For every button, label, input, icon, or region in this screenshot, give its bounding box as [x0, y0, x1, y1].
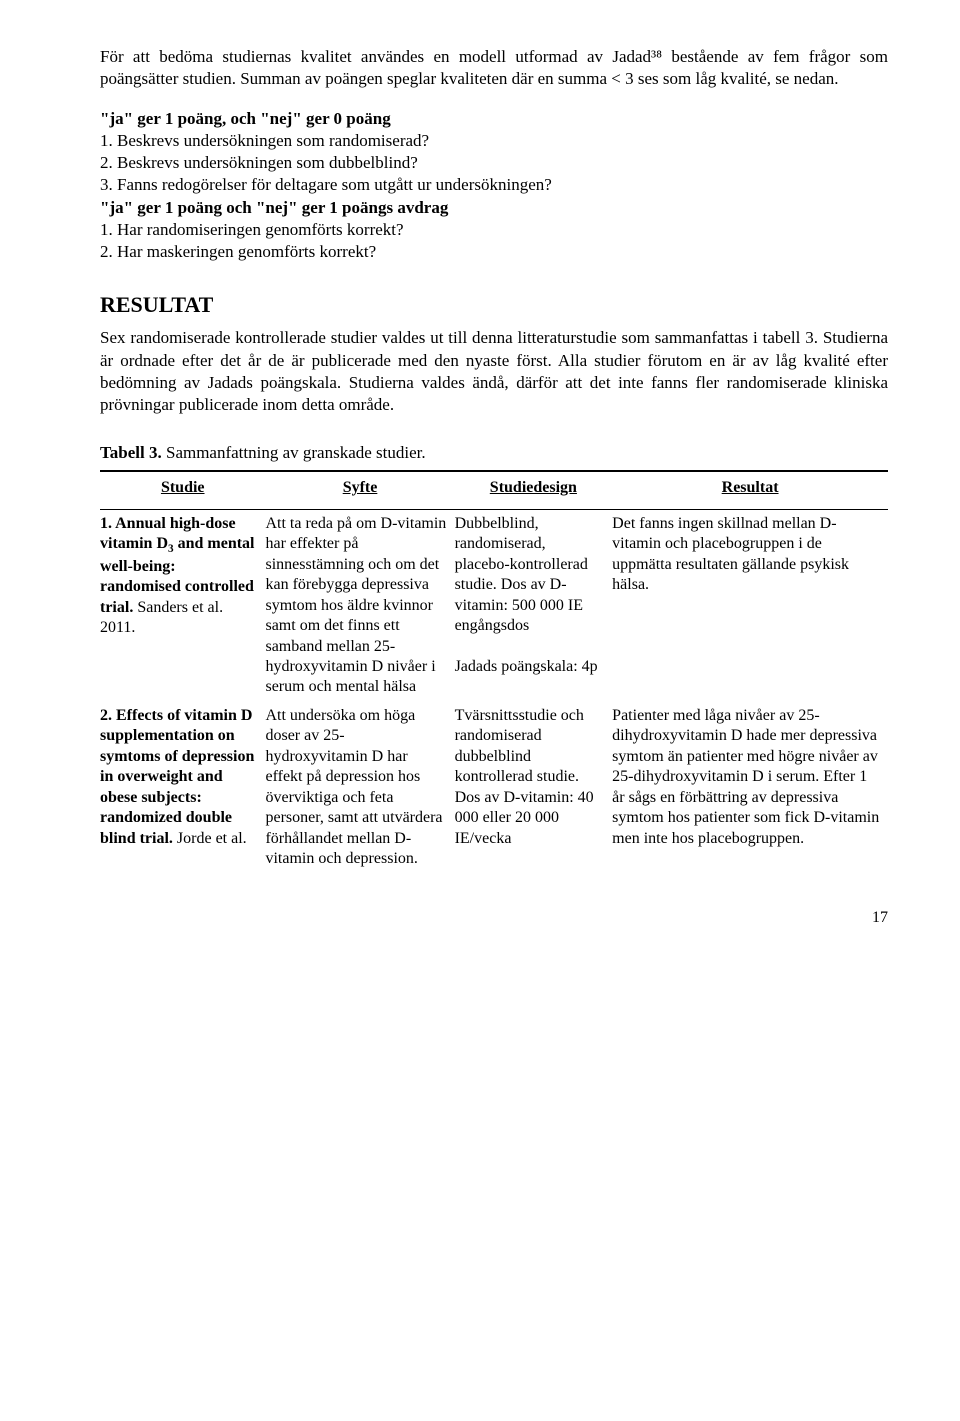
rule1-item-1: 1. Beskrevs undersökningen som randomise… — [100, 130, 888, 152]
table-header-row: Studie Syfte Studiedesign Resultat — [100, 471, 888, 509]
cell-design: Tvärsnittsstudie och randomiserad dubbel… — [455, 702, 613, 874]
cell-studie: 2. Effects of vitamin D supplementation … — [100, 702, 265, 874]
cell-result: Det fanns ingen skillnad mellan D-vitami… — [612, 509, 888, 702]
table-caption: Tabell 3. Sammanfattning av granskade st… — [100, 442, 888, 464]
cell-syfte: Att undersöka om höga doser av 25-hydrox… — [265, 702, 454, 874]
table-caption-rest: Sammanfattning av granskade studier. — [162, 443, 426, 462]
table-row: 2. Effects of vitamin D supplementation … — [100, 702, 888, 874]
cell-studie: 1. Annual high-dose vitamin D3 and menta… — [100, 509, 265, 702]
rule2-item-1: 1. Har randomiseringen genomförts korrek… — [100, 219, 888, 241]
cell-syfte: Att ta reda på om D-vitamin har effekter… — [265, 509, 454, 702]
th-design: Studiedesign — [455, 471, 613, 509]
rule2-item-2: 2. Har maskeringen genomförts korrekt? — [100, 241, 888, 263]
rule1-item-2: 2. Beskrevs undersökningen som dubbelbli… — [100, 152, 888, 174]
resultat-body: Sex randomiserade kontrollerade studier … — [100, 327, 888, 415]
cell-design: Dubbelblind, randomiserad, placebo-kontr… — [455, 509, 613, 702]
table-caption-label: Tabell 3. — [100, 443, 162, 462]
th-studie: Studie — [100, 471, 265, 509]
rule1-item-3: 3. Fanns redogörelser för deltagare som … — [100, 174, 888, 196]
summary-table: Studie Syfte Studiedesign Resultat 1. An… — [100, 470, 888, 874]
rule2-heading: "ja" ger 1 poäng och "nej" ger 1 poängs … — [100, 198, 448, 217]
rule1-heading: "ja" ger 1 poäng, och "nej" ger 0 poäng — [100, 109, 391, 128]
th-syfte: Syfte — [265, 471, 454, 509]
table-row: 1. Annual high-dose vitamin D3 and menta… — [100, 509, 888, 702]
jadad-rules: "ja" ger 1 poäng, och "nej" ger 0 poäng … — [100, 108, 888, 263]
cell-result: Patienter med låga nivåer av 25-dihydrox… — [612, 702, 888, 874]
resultat-heading: RESULTAT — [100, 291, 888, 320]
th-result: Resultat — [612, 471, 888, 509]
intro-paragraph: För att bedöma studiernas kvalitet använ… — [100, 46, 888, 90]
page-number: 17 — [100, 908, 888, 929]
